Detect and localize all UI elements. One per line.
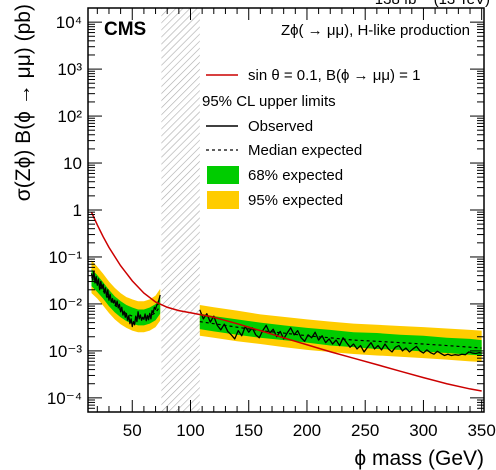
x-tick-label: 150 [235, 421, 263, 440]
x-tick-label: 50 [123, 421, 142, 440]
lumi-label: 138 fb⁻¹ (13 TeV) [375, 0, 490, 8]
y-tick-label: 10 [63, 154, 82, 173]
observed-line-segment-2 [199, 309, 482, 357]
y-tick-label: 10⁻⁴ [47, 389, 82, 408]
x-tick-label: 200 [293, 421, 321, 440]
legend-band68-swatch [207, 166, 239, 184]
legend-band95-swatch [207, 191, 239, 209]
process-label: Zϕ( → μμ), H-like production [281, 22, 470, 39]
excluded-mass-region [161, 8, 200, 412]
legend-expected-label: Median expected [248, 142, 362, 159]
y-tick-label: 10⁻¹ [48, 248, 82, 267]
band68-segment-1 [91, 269, 161, 326]
y-tick-label: 10⁻² [48, 295, 82, 314]
legend-band95-label: 95% expected [248, 192, 343, 209]
y-tick-label: 1 [73, 201, 82, 220]
x-tick-label: 100 [176, 421, 204, 440]
y-axis-title: σ(Zϕ) B(ϕ → μμ) (pb) [12, 4, 35, 201]
y-tick-label: 10⁻³ [48, 342, 82, 361]
legend-theory-label: sin θ = 0.1, B(ϕ → μμ) = 1 [248, 67, 420, 84]
cms-label: CMS [104, 19, 146, 40]
theory-line [90, 211, 482, 392]
x-tick-label: 250 [351, 421, 379, 440]
observed-line-segment-1 [90, 270, 161, 328]
y-tick-label: 10⁴ [56, 13, 82, 32]
legend: sin θ = 0.1, B(ϕ → μμ) = 1 95% CL upper … [202, 67, 420, 209]
band68-segment-2 [199, 313, 482, 356]
x-tick-label: 300 [409, 421, 437, 440]
y-tick-label: 10² [57, 107, 82, 126]
x-tick-label: 350 [467, 421, 495, 440]
legend-header: 95% CL upper limits [202, 93, 336, 110]
y-tick-label: 10³ [57, 60, 82, 79]
legend-observed-label: Observed [248, 118, 313, 135]
legend-band68-label: 68% expected [248, 167, 343, 184]
x-axis-title: ϕ mass (GeV) [354, 447, 484, 470]
